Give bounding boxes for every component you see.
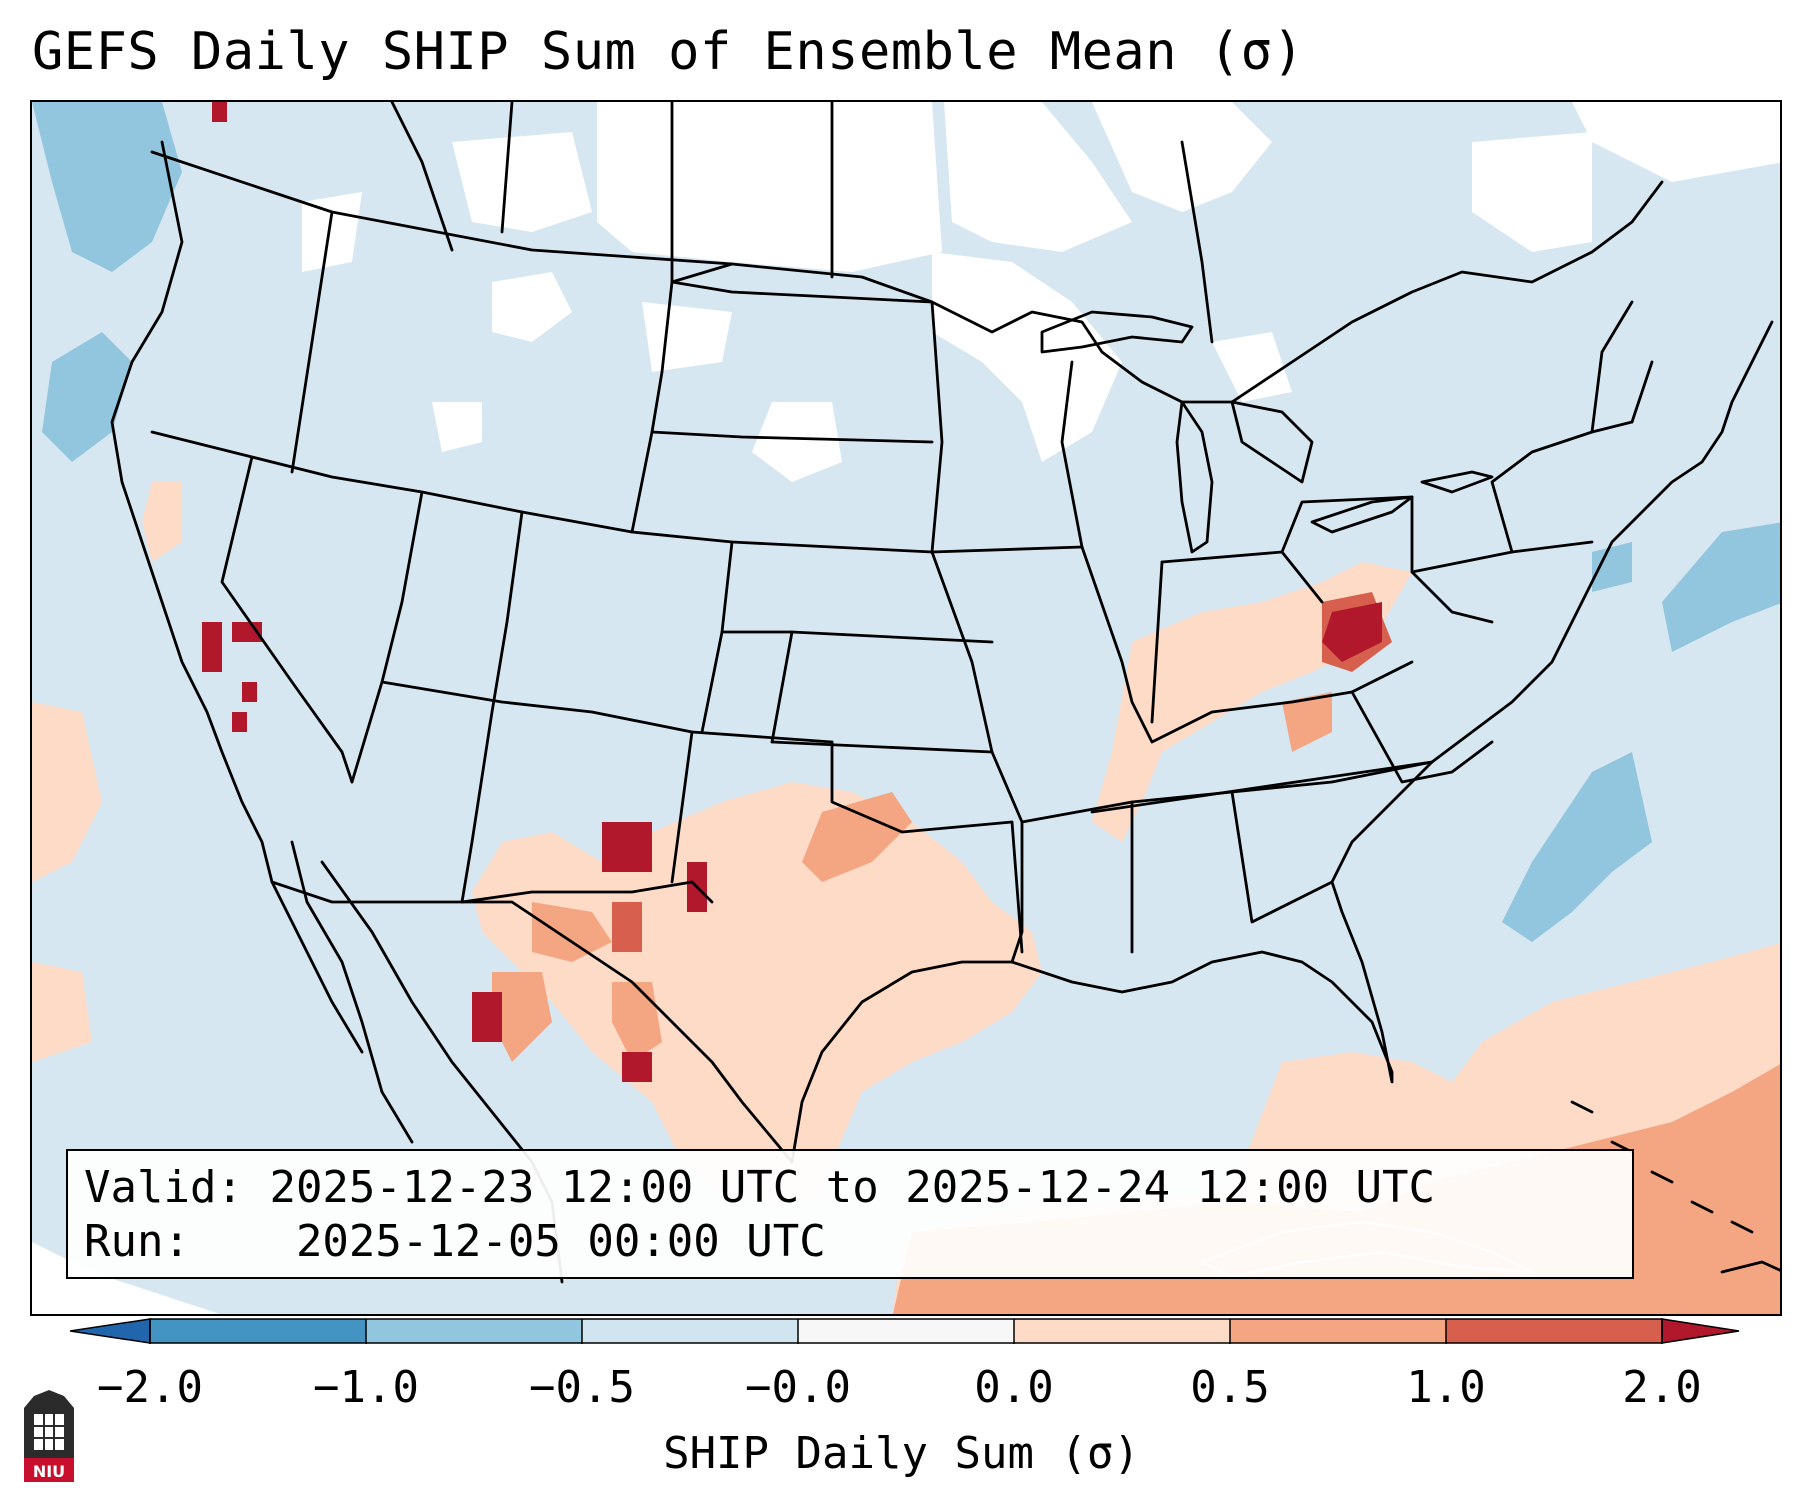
map-canvas (32, 102, 1780, 1314)
validity-info-box: Valid: 2025-12-23 12:00 UTC to 2025-12-2… (66, 1149, 1634, 1279)
valid-label: Valid: (84, 1162, 243, 1213)
colorbar-bin-0-05 (1014, 1319, 1230, 1343)
colorbar (70, 1318, 1740, 1344)
colorbar-tick: −0.0 (745, 1362, 851, 1413)
colorbar-bin-neg1-neg05 (366, 1319, 582, 1343)
map-panel (30, 100, 1782, 1316)
colorbar-bin-05-1 (1230, 1319, 1446, 1343)
niu-logo-icon: NIU (24, 1390, 74, 1482)
colorbar-bin-1-2 (1446, 1319, 1662, 1343)
colorbar-label: SHIP Daily Sum (σ) (663, 1428, 1140, 1479)
colorbar-bin-0 (798, 1319, 1014, 1343)
colorbar-tick: −2.0 (97, 1362, 203, 1413)
us-mexico-border (270, 880, 794, 1164)
colorbar-bin-neg05-0 (582, 1319, 798, 1343)
colorbar-tick: −1.0 (313, 1362, 419, 1413)
colorbar-bin-neg2-neg1 (150, 1319, 366, 1343)
atlantic-coast (1330, 320, 1774, 884)
no-signal-areas (32, 102, 1780, 1314)
lake-superior (1040, 310, 1194, 354)
lake-ontario (1420, 470, 1494, 494)
colorbar-tick: 2.0 (1622, 1362, 1702, 1413)
colorbar-tick: 0.0 (974, 1362, 1054, 1413)
nevada-border (220, 455, 354, 784)
lake-michigan (1175, 400, 1214, 554)
lake-huron (1230, 400, 1314, 484)
colorbar-tick: 1.0 (1406, 1362, 1486, 1413)
colorbar-tick: −0.5 (529, 1362, 635, 1413)
hispaniola-outline (1720, 1260, 1780, 1274)
run-label: Run: (84, 1216, 190, 1267)
lake-erie (1310, 495, 1414, 534)
pacific-coast (110, 140, 364, 1054)
valid-time-range: 2025-12-23 12:00 UTC to 2025-12-24 12:00… (269, 1162, 1436, 1213)
colorbar-extend-high (1661, 1318, 1740, 1344)
bahamas-islands (1570, 1100, 1754, 1234)
map-title: GEFS Daily SHIP Sum of Ensemble Mean (σ) (32, 22, 1305, 82)
colorbar-extend-low (70, 1318, 151, 1344)
gulf-coast (790, 880, 1394, 1164)
run-time: 2025-12-05 00:00 UTC (295, 1216, 826, 1267)
colorbar-tick: 0.5 (1190, 1362, 1270, 1413)
us-canada-border (150, 150, 1664, 404)
logo-text: NIU (33, 1462, 65, 1481)
negative-anomaly-areas (32, 102, 1780, 942)
